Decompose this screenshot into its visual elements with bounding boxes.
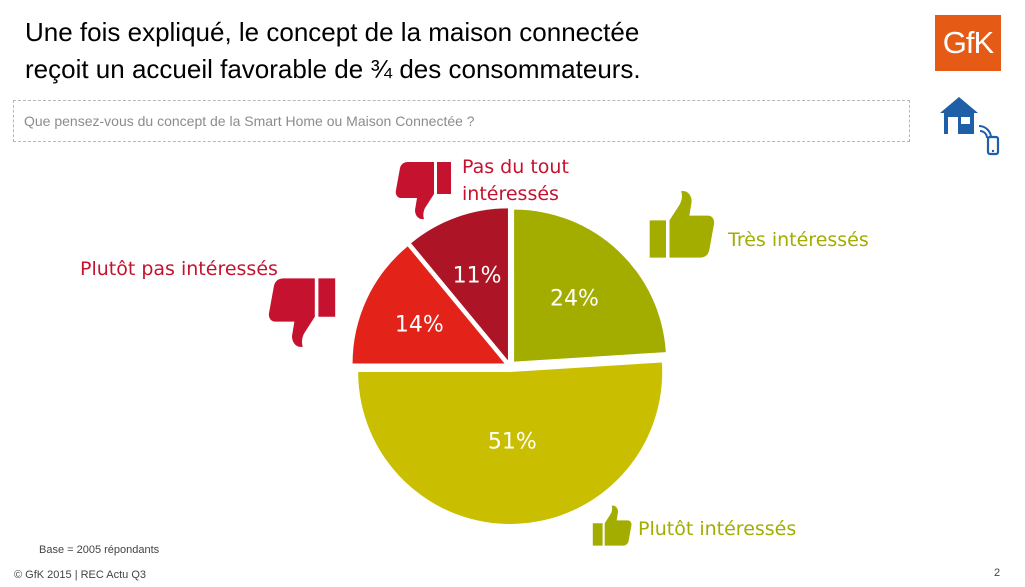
thumbs-down-icon	[268, 278, 336, 347]
pie-slice-tres-interesses	[514, 209, 666, 362]
pie-slice-pas-du-tout-interesses	[411, 208, 508, 361]
value-label-pas-du-tout-interesses: 11%	[453, 264, 502, 289]
category-label-pas-du-tout-interesses: Pas du tout intéressés	[462, 156, 569, 205]
thumbs-down-icon	[395, 162, 451, 220]
pie-slice-plutot-pas-interesses	[352, 246, 505, 364]
survey-question: Que pensez-vous du concept de la Smart H…	[13, 100, 910, 142]
value-label-plutot-interesses: 51%	[488, 429, 537, 454]
page-number: 2	[994, 567, 1001, 579]
copyright: © GfK 2015 | REC Actu Q3	[14, 569, 147, 581]
smart-home-icon	[940, 97, 1000, 156]
category-label-tres-interesses: Très intéressés	[727, 229, 869, 251]
value-label-plutot-pas-interesses: 14%	[395, 312, 444, 337]
category-label-plutot-pas-interesses: Plutôt pas intéressés	[80, 258, 278, 280]
thumbs-up-icon	[649, 190, 715, 258]
thumbs-up-icon	[592, 505, 632, 546]
pie-slice-plutot-interesses	[358, 362, 663, 524]
page-title: Une fois expliqué, le concept de la mais…	[25, 14, 905, 88]
sample-base: Base = 2005 répondants	[39, 544, 160, 556]
value-label-tres-interesses: 24%	[550, 286, 599, 311]
title-line-1: Une fois expliqué, le concept de la mais…	[25, 17, 640, 47]
title-line-2: reçoit un accueil favorable de ¾ des con…	[25, 54, 641, 84]
gfk-logo: GfK	[935, 15, 1001, 71]
category-label-plutot-interesses: Plutôt intéressés	[638, 518, 796, 540]
